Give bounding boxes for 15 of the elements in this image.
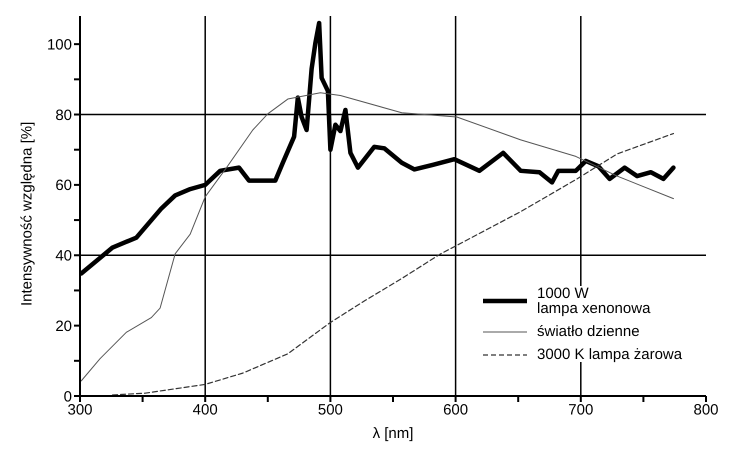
x-axis-title: λ [nm] <box>372 425 414 442</box>
legend-label: światło dzienne <box>537 323 640 340</box>
y-tick-label: 60 <box>55 177 72 194</box>
y-axis-title: Intensywność względna [%] <box>18 122 36 306</box>
x-tick-label: 600 <box>443 402 468 419</box>
y-tick-label: 20 <box>55 318 72 335</box>
x-tick-label: 400 <box>192 402 218 419</box>
x-tick-label: 700 <box>568 402 594 419</box>
x-tick-label: 800 <box>693 402 719 419</box>
legend-label: 1000 W lampa xenonowa <box>537 285 650 317</box>
x-tick-label: 500 <box>318 402 343 419</box>
legend-label: 3000 K lampa żarowa <box>537 346 682 363</box>
y-tick-label: 100 <box>46 36 72 54</box>
y-tick-label: 40 <box>55 248 72 265</box>
y-tick-label: 80 <box>55 106 72 124</box>
